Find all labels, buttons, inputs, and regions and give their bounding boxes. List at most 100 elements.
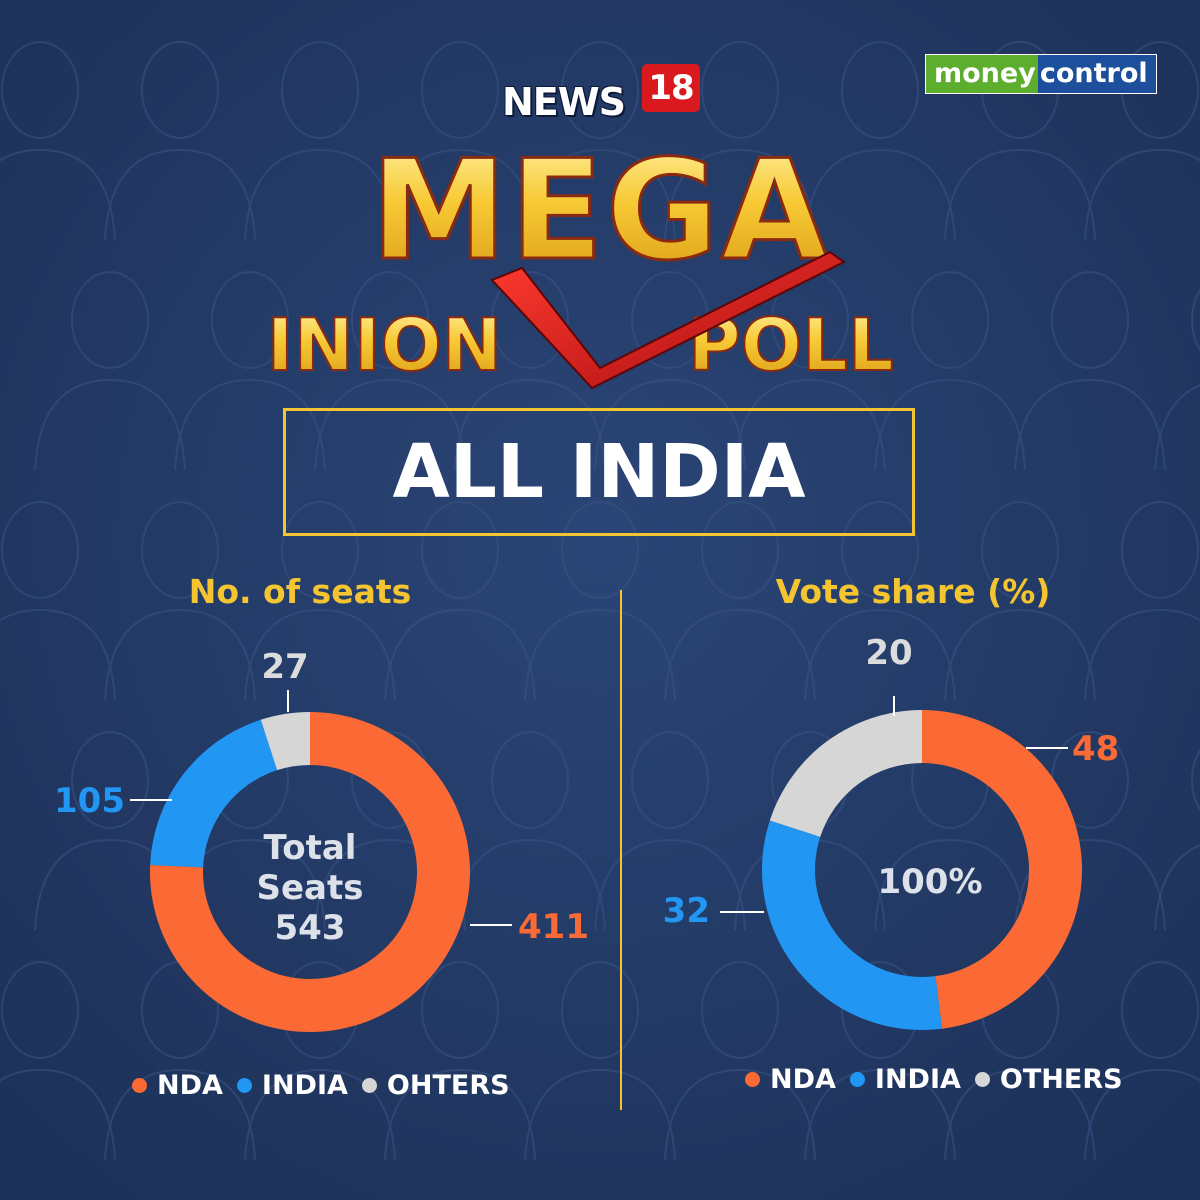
legend-item-others: OTHERS (974, 1064, 1123, 1095)
vote-share-chart-title: Vote share (%) (775, 572, 1051, 611)
crowd-body (944, 608, 1096, 701)
crowd-head (281, 41, 359, 139)
legend-label-others: OHTERS (386, 1070, 510, 1101)
crowd-body (804, 1068, 956, 1161)
crowd-body (874, 378, 1026, 471)
data-label-india: 32 (663, 891, 710, 931)
seats-donut-chart: 411 105 27 (54, 647, 589, 1032)
crowd-head (1191, 748, 1200, 812)
crowd-body (104, 1068, 256, 1161)
legend-label-india: INDIA (874, 1064, 961, 1095)
legend-dot-nda (745, 1072, 760, 1087)
news18-logo: NEWS 18 (502, 62, 702, 124)
vote-share-center-label: 100% (877, 862, 983, 902)
crowd-head (491, 271, 569, 369)
crowd-head (1051, 271, 1129, 369)
legend-label-nda: NDA (157, 1070, 223, 1101)
vote-share-legend: NDA INDIA OTHERS (745, 1064, 1137, 1095)
crowd-head (421, 41, 499, 139)
crowd-body (1084, 1068, 1200, 1161)
crowd-head (71, 731, 149, 829)
seats-center-line1: Total (263, 828, 357, 868)
crowd-body (244, 1068, 396, 1161)
crowd-body (0, 148, 116, 241)
donut-slice-others (769, 710, 922, 837)
region-title: ALL INDIA (392, 429, 806, 515)
crowd-body (594, 838, 746, 931)
legend-label-others: OTHERS (999, 1064, 1123, 1095)
seats-center-line2: Seats (256, 868, 364, 908)
crowd-body (944, 148, 1096, 241)
crowd-head (491, 731, 569, 829)
crowd-body (454, 378, 606, 471)
crowd-body (524, 148, 676, 241)
moneycontrol-logo-money: money (925, 54, 1038, 94)
crowd-head (141, 41, 219, 139)
crowd-body (384, 608, 536, 701)
crowd-body (0, 1068, 116, 1161)
crowd-body (594, 378, 746, 471)
legend-item-india: INDIA (236, 1070, 348, 1101)
crowd-head (1121, 961, 1199, 1059)
crowd-head (1, 501, 79, 599)
crowd-head (631, 731, 709, 829)
legend-label-india: INDIA (261, 1070, 348, 1101)
crowd-body (34, 378, 186, 471)
crowd-body (664, 1068, 816, 1161)
news18-logo-word: NEWS (502, 80, 626, 124)
seats-center-label: Total Seats 543 (210, 828, 410, 948)
crowd-head (701, 961, 779, 1059)
legend-dot-india (236, 1078, 252, 1093)
crowd-body (1154, 384, 1200, 471)
legend-dot-others (361, 1078, 377, 1093)
crowd-head (561, 501, 639, 599)
legend-item-nda: NDA (745, 1064, 836, 1095)
crowd-head (281, 501, 359, 599)
donut-slice-nda (922, 710, 1083, 1029)
crowd-body (1014, 838, 1166, 931)
vote-share-donut-chart: 48 32 20 (663, 633, 1119, 1030)
crowd-head (841, 41, 919, 139)
news18-logo-number: 18 (642, 64, 700, 112)
data-label-nda: 411 (518, 907, 589, 947)
mega-opinion-poll-logo: MEGA OPINION POLL (270, 130, 895, 390)
checkmark-icon (490, 250, 846, 390)
crowd-body (174, 378, 326, 471)
legend-item-nda: NDA (132, 1070, 223, 1101)
crowd-body (804, 608, 956, 701)
title-mega: MEGA (370, 130, 830, 291)
region-box: ALL INDIA (283, 408, 915, 536)
moneycontrol-logo: money control (925, 54, 1161, 94)
crowd-head (1, 41, 79, 139)
crowd-body (1154, 844, 1200, 931)
crowd-body (1014, 378, 1166, 471)
legend-item-india: INDIA (849, 1064, 961, 1095)
crowd-body (524, 608, 676, 701)
crowd-head (701, 501, 779, 599)
crowd-body (874, 838, 1026, 931)
legend-label-nda: NDA (770, 1064, 836, 1095)
crowd-body (244, 608, 396, 701)
crowd-head (141, 501, 219, 599)
crowd-body (664, 608, 816, 701)
crowd-body (804, 148, 956, 241)
crowd-body (944, 1068, 1096, 1161)
crowd-body (384, 148, 536, 241)
donut-slice-india (762, 820, 943, 1030)
crowd-head (911, 271, 989, 369)
crowd-head (1121, 501, 1199, 599)
seats-legend: NDA INDIA OHTERS (132, 1070, 524, 1101)
crowd-head (981, 501, 1059, 599)
crowd-body (664, 148, 816, 241)
donut-slice-nda (150, 712, 470, 1032)
crowd-head (1191, 288, 1200, 352)
legend-dot-nda (132, 1078, 147, 1093)
crowd-body (104, 608, 256, 701)
legend-dot-others (974, 1072, 990, 1087)
crowd-head (421, 501, 499, 599)
legend-dot-india (849, 1072, 865, 1087)
crowd-body (734, 378, 886, 471)
crowd-head (211, 271, 289, 369)
crowd-body (524, 1068, 676, 1161)
